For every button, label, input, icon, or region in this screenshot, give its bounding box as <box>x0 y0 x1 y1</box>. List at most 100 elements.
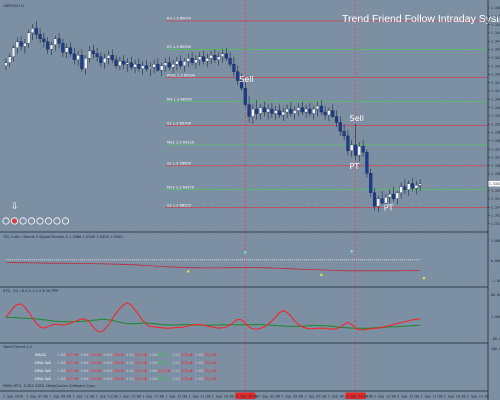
candle[interactable] <box>23 43 27 47</box>
candle[interactable] <box>384 196 388 204</box>
candle[interactable] <box>190 58 194 63</box>
candle[interactable] <box>175 61 179 65</box>
candle[interactable] <box>144 65 149 69</box>
candle[interactable] <box>323 111 327 116</box>
candle[interactable] <box>274 110 278 114</box>
candle[interactable] <box>133 64 137 68</box>
candle[interactable] <box>395 192 399 199</box>
candle[interactable] <box>99 56 103 63</box>
candle[interactable] <box>72 53 76 60</box>
candle[interactable] <box>217 56 221 60</box>
candle[interactable] <box>80 55 84 69</box>
candle[interactable] <box>243 87 247 105</box>
candle[interactable] <box>380 198 384 204</box>
candle[interactable] <box>95 53 99 57</box>
candle[interactable] <box>53 38 57 45</box>
candle[interactable] <box>186 58 190 62</box>
candle[interactable] <box>201 56 206 62</box>
candle[interactable] <box>247 104 251 117</box>
candle[interactable] <box>270 108 274 114</box>
candle[interactable] <box>369 173 373 193</box>
candle[interactable] <box>338 122 342 132</box>
candle[interactable] <box>91 50 95 54</box>
candle[interactable] <box>182 61 187 66</box>
candle[interactable] <box>129 62 133 68</box>
candle[interactable] <box>236 71 240 81</box>
candle[interactable] <box>163 62 168 66</box>
circle-indicator[interactable] <box>2 217 10 225</box>
candle[interactable] <box>27 32 31 44</box>
candle[interactable] <box>209 55 213 59</box>
candle[interactable] <box>141 65 145 69</box>
candle[interactable] <box>285 108 289 113</box>
candle[interactable] <box>410 183 415 189</box>
circle-indicator[interactable] <box>44 217 53 225</box>
candle[interactable] <box>331 110 335 117</box>
candle[interactable] <box>277 110 282 116</box>
candle[interactable] <box>11 47 16 57</box>
candle[interactable] <box>46 41 50 50</box>
candle[interactable] <box>251 108 255 117</box>
candle[interactable] <box>160 65 164 71</box>
candle[interactable] <box>179 61 183 66</box>
candle[interactable] <box>42 38 46 42</box>
candle[interactable] <box>156 64 160 71</box>
candle[interactable] <box>167 62 171 68</box>
candle[interactable] <box>308 108 312 114</box>
candle[interactable] <box>289 108 293 114</box>
candle[interactable] <box>148 67 152 69</box>
candle[interactable] <box>152 64 156 68</box>
candle[interactable] <box>224 53 228 59</box>
circle-indicator[interactable] <box>10 217 19 225</box>
candle[interactable] <box>84 58 88 69</box>
candle[interactable] <box>103 58 107 63</box>
candle[interactable] <box>30 28 35 34</box>
candle[interactable] <box>266 108 270 113</box>
candle[interactable] <box>418 183 422 186</box>
candle[interactable] <box>372 192 377 207</box>
candle[interactable] <box>342 131 346 137</box>
circle-indicator[interactable] <box>27 217 36 225</box>
candle[interactable] <box>346 135 350 151</box>
candle[interactable] <box>319 105 323 113</box>
candle[interactable] <box>49 44 54 50</box>
circle-indicator[interactable] <box>19 217 27 225</box>
candle[interactable] <box>255 108 259 114</box>
candle[interactable] <box>414 185 418 189</box>
candle[interactable] <box>327 110 331 116</box>
candle[interactable] <box>4 62 8 66</box>
candle[interactable] <box>334 116 339 123</box>
candle[interactable] <box>8 56 12 63</box>
candles[interactable] <box>4 20 422 213</box>
candle[interactable] <box>293 110 297 114</box>
candle[interactable] <box>114 59 118 66</box>
candle[interactable] <box>19 41 23 47</box>
candle[interactable] <box>304 108 308 113</box>
candle[interactable] <box>403 186 407 190</box>
candle[interactable] <box>281 111 285 116</box>
candle[interactable] <box>171 64 175 68</box>
candle[interactable] <box>76 55 80 60</box>
candle[interactable] <box>353 144 358 156</box>
candle[interactable] <box>106 55 111 59</box>
candle[interactable] <box>61 43 65 53</box>
candle[interactable] <box>357 146 361 156</box>
candle[interactable] <box>122 61 126 65</box>
candle[interactable] <box>65 47 69 53</box>
candle[interactable] <box>213 55 217 60</box>
candle[interactable] <box>68 47 73 54</box>
candle[interactable] <box>239 80 244 89</box>
candle[interactable] <box>258 107 263 114</box>
circle-indicators[interactable] <box>2 217 70 225</box>
candle[interactable] <box>87 50 92 59</box>
candle[interactable] <box>15 41 19 48</box>
candle[interactable] <box>407 183 411 190</box>
candle[interactable] <box>220 53 225 57</box>
candle[interactable] <box>315 105 320 110</box>
candle[interactable] <box>57 38 61 44</box>
candle[interactable] <box>391 194 396 199</box>
candle[interactable] <box>38 34 42 39</box>
candle[interactable] <box>296 107 301 111</box>
candle[interactable] <box>312 108 316 114</box>
candle[interactable] <box>205 58 209 62</box>
